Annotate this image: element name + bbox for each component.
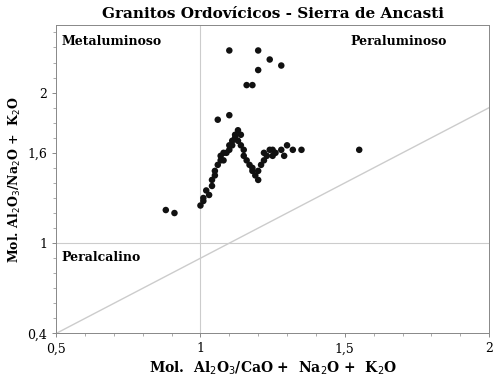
- Point: [234, 138, 242, 144]
- Point: [280, 153, 288, 159]
- Point: [254, 47, 262, 53]
- Point: [214, 162, 222, 168]
- Point: [214, 117, 222, 123]
- Point: [216, 153, 224, 159]
- Point: [242, 82, 250, 88]
- Point: [234, 127, 242, 133]
- Point: [240, 147, 248, 153]
- Point: [231, 132, 239, 138]
- Point: [220, 157, 228, 164]
- Point: [216, 157, 224, 164]
- Point: [162, 207, 170, 213]
- Point: [222, 150, 230, 156]
- Point: [237, 142, 245, 148]
- Point: [228, 142, 236, 148]
- Point: [202, 187, 210, 194]
- Point: [231, 135, 239, 141]
- Text: Peralcalino: Peralcalino: [62, 251, 141, 264]
- Point: [272, 150, 280, 156]
- Point: [205, 192, 213, 198]
- Point: [260, 157, 268, 164]
- Point: [260, 150, 268, 156]
- Point: [240, 153, 248, 159]
- Point: [248, 165, 256, 171]
- Point: [298, 147, 306, 153]
- Point: [211, 172, 219, 179]
- Point: [200, 195, 207, 201]
- Point: [211, 168, 219, 174]
- Point: [278, 63, 285, 69]
- Text: Peraluminoso: Peraluminoso: [350, 35, 447, 48]
- Point: [208, 177, 216, 183]
- Point: [278, 147, 285, 153]
- Point: [196, 202, 204, 209]
- Point: [200, 198, 207, 204]
- Y-axis label: Mol. Al$_2$O$_3$/Na$_2$O +  K$_2$O: Mol. Al$_2$O$_3$/Na$_2$O + K$_2$O: [7, 96, 23, 263]
- Point: [289, 147, 297, 153]
- Point: [268, 147, 276, 153]
- Point: [170, 210, 178, 216]
- Point: [266, 147, 274, 153]
- Point: [226, 112, 234, 118]
- Point: [248, 82, 256, 88]
- Point: [208, 183, 216, 189]
- Point: [266, 56, 274, 63]
- Title: Granitos Ordovícicos - Sierra de Ancasti: Granitos Ordovícicos - Sierra de Ancasti: [102, 7, 443, 21]
- Point: [226, 147, 234, 153]
- Point: [228, 138, 236, 144]
- Point: [355, 147, 363, 153]
- Point: [237, 132, 245, 138]
- Point: [226, 142, 234, 148]
- Point: [254, 177, 262, 183]
- Point: [257, 162, 265, 168]
- Text: Metaluminoso: Metaluminoso: [62, 35, 162, 48]
- Point: [283, 142, 291, 148]
- Point: [220, 150, 228, 156]
- Point: [248, 168, 256, 174]
- Point: [246, 162, 254, 168]
- Point: [242, 157, 250, 164]
- Point: [254, 67, 262, 73]
- Point: [263, 153, 271, 159]
- Point: [226, 47, 234, 53]
- X-axis label: Mol.  Al$_2$O$_3$/CaO +  Na$_2$O +  K$_2$O: Mol. Al$_2$O$_3$/CaO + Na$_2$O + K$_2$O: [148, 360, 396, 377]
- Point: [252, 172, 260, 179]
- Point: [254, 168, 262, 174]
- Point: [268, 153, 276, 159]
